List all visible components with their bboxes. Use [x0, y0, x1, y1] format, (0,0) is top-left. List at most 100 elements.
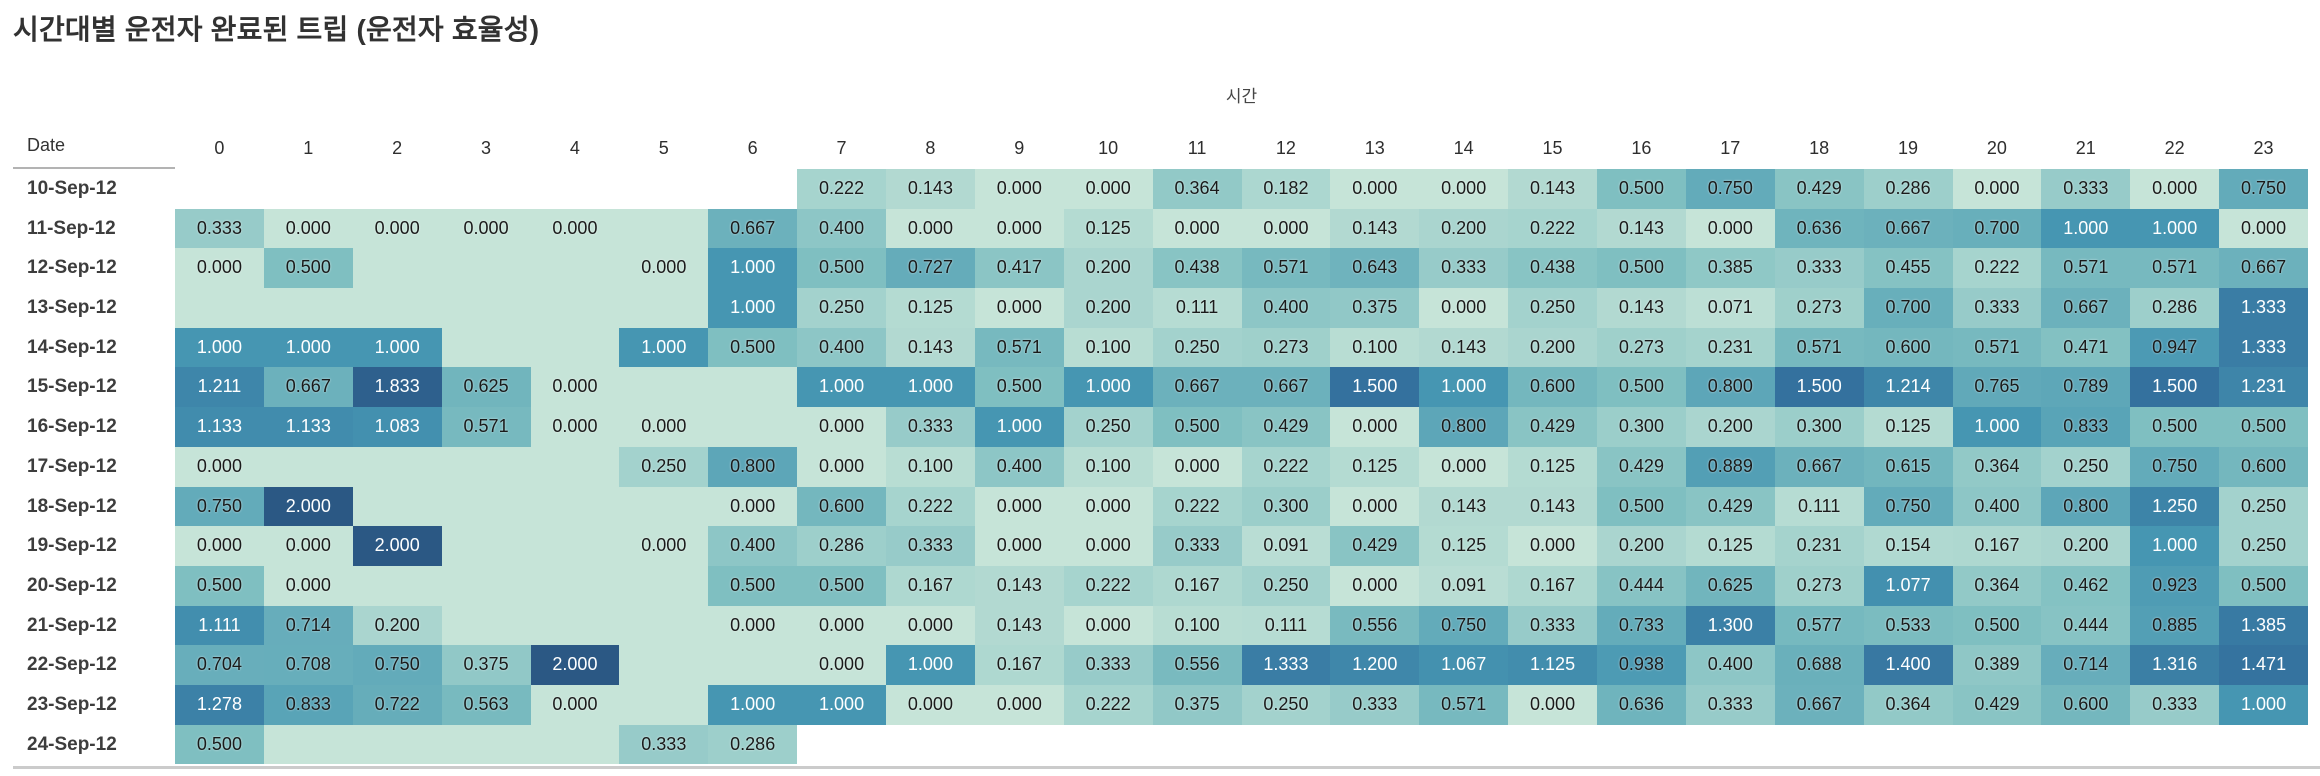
heatmap-cell[interactable]: 0.500: [797, 565, 886, 606]
heatmap-cell[interactable]: 0.333: [1063, 645, 1153, 685]
heatmap-cell[interactable]: 0.143: [1508, 169, 1597, 209]
heatmap-cell[interactable]: 0.429: [1330, 526, 1420, 566]
heatmap-cell[interactable]: 0.800: [708, 446, 798, 487]
heatmap-cell[interactable]: 0.625: [1685, 565, 1775, 606]
heatmap-cell[interactable]: 0.500: [1597, 248, 1686, 289]
heatmap-cell[interactable]: 0.000: [974, 526, 1064, 566]
heatmap-cell[interactable]: 0.286: [708, 724, 798, 765]
heatmap-cell[interactable]: 0.708: [263, 645, 353, 685]
heatmap-cell[interactable]: 0.000: [1685, 208, 1775, 249]
heatmap-cell[interactable]: [530, 327, 620, 368]
heatmap-cell[interactable]: [619, 208, 709, 249]
heatmap-cell[interactable]: 0.000: [886, 684, 975, 725]
heatmap-cell[interactable]: 0.938: [1597, 645, 1686, 685]
column-header-13[interactable]: 13: [1364, 138, 1385, 158]
heatmap-cell[interactable]: 0.000: [1419, 446, 1509, 487]
heatmap-cell[interactable]: 0.333: [1508, 605, 1597, 646]
heatmap-cell[interactable]: 0.000: [263, 565, 353, 606]
heatmap-cell[interactable]: 0.688: [1774, 645, 1864, 685]
heatmap-cell[interactable]: 0.000: [175, 248, 264, 289]
heatmap-cell[interactable]: 2.000: [263, 486, 353, 527]
row-label[interactable]: 24-Sep-12: [27, 733, 117, 755]
heatmap-cell[interactable]: 1.316: [2130, 645, 2220, 685]
heatmap-cell[interactable]: 1.000: [175, 327, 264, 368]
heatmap-cell[interactable]: 0.143: [974, 605, 1064, 646]
heatmap-cell[interactable]: [175, 288, 264, 328]
heatmap-cell[interactable]: 0.571: [1241, 248, 1331, 289]
heatmap-cell[interactable]: 1.133: [175, 407, 264, 447]
heatmap-cell[interactable]: 0.333: [619, 724, 709, 765]
heatmap-cell[interactable]: [619, 684, 709, 725]
heatmap-cell[interactable]: 0.250: [797, 288, 886, 328]
heatmap-cell[interactable]: 0.750: [1419, 605, 1509, 646]
heatmap-cell[interactable]: 0.000: [708, 486, 798, 527]
heatmap-cell[interactable]: 1.000: [886, 367, 975, 408]
heatmap-cell[interactable]: 0.273: [1597, 327, 1686, 368]
heatmap-cell[interactable]: 1.125: [1508, 645, 1597, 685]
column-header-21[interactable]: 21: [2075, 138, 2096, 158]
row-label[interactable]: 22-Sep-12: [27, 654, 117, 676]
heatmap-cell[interactable]: [530, 446, 620, 487]
heatmap-cell[interactable]: 0.000: [619, 248, 709, 289]
row-label[interactable]: 13-Sep-12: [27, 297, 117, 319]
heatmap-cell[interactable]: 1.200: [1330, 645, 1420, 685]
heatmap-cell[interactable]: [352, 565, 442, 606]
heatmap-cell[interactable]: 0.000: [1152, 446, 1242, 487]
heatmap-cell[interactable]: 0.500: [708, 565, 798, 606]
heatmap-cell[interactable]: [441, 248, 531, 289]
heatmap-cell[interactable]: 0.333: [1152, 526, 1242, 566]
heatmap-cell[interactable]: 0.429: [1508, 407, 1597, 447]
row-label[interactable]: 16-Sep-12: [27, 416, 117, 438]
heatmap-cell[interactable]: [708, 407, 798, 447]
heatmap-cell[interactable]: 0.462: [2041, 565, 2131, 606]
row-label[interactable]: 21-Sep-12: [27, 614, 117, 636]
heatmap-cell[interactable]: 0.286: [797, 526, 886, 566]
heatmap-cell[interactable]: 0.750: [1863, 486, 1953, 527]
heatmap-cell[interactable]: 0.500: [1597, 169, 1686, 209]
heatmap-cell[interactable]: 0.429: [1241, 407, 1331, 447]
heatmap-cell[interactable]: 1.000: [2130, 208, 2220, 249]
heatmap-cell[interactable]: [263, 446, 353, 487]
heatmap-cell[interactable]: [530, 724, 620, 765]
heatmap-cell[interactable]: [619, 565, 709, 606]
heatmap-cell[interactable]: 0.125: [1063, 208, 1153, 249]
heatmap-cell[interactable]: 0.885: [2130, 605, 2220, 646]
heatmap-cell[interactable]: 0.143: [1330, 208, 1420, 249]
heatmap-cell[interactable]: 0.500: [1597, 367, 1686, 408]
heatmap-cell[interactable]: 0.125: [1863, 407, 1953, 447]
heatmap-cell[interactable]: [352, 248, 442, 289]
heatmap-cell[interactable]: 0.222: [1952, 248, 2042, 289]
heatmap-cell[interactable]: 0.222: [1063, 565, 1153, 606]
heatmap-cell[interactable]: 0.438: [1152, 248, 1242, 289]
heatmap-cell[interactable]: 0.000: [619, 407, 709, 447]
heatmap-cell[interactable]: 0.000: [619, 526, 709, 566]
heatmap-cell[interactable]: 1.077: [1863, 565, 1953, 606]
heatmap-cell[interactable]: [619, 605, 709, 646]
column-header-15[interactable]: 15: [1542, 138, 1563, 158]
heatmap-cell[interactable]: 1.333: [2219, 288, 2308, 328]
row-label[interactable]: 15-Sep-12: [27, 376, 117, 398]
heatmap-cell[interactable]: 0.286: [2130, 288, 2220, 328]
heatmap-cell[interactable]: 1.833: [352, 367, 442, 408]
heatmap-cell[interactable]: 0.667: [1774, 684, 1864, 725]
heatmap-cell[interactable]: 0.571: [2041, 248, 2131, 289]
heatmap-cell[interactable]: 0.500: [175, 565, 264, 606]
heatmap-cell[interactable]: 0.167: [974, 645, 1064, 685]
column-header-1[interactable]: 1: [303, 138, 314, 158]
heatmap-cell[interactable]: 0.400: [1952, 486, 2042, 527]
row-label[interactable]: 14-Sep-12: [27, 336, 117, 358]
heatmap-cell[interactable]: 0.000: [263, 208, 353, 249]
heatmap-cell[interactable]: 0.429: [1685, 486, 1775, 527]
heatmap-cell[interactable]: 1.000: [2041, 208, 2131, 249]
heatmap-cell[interactable]: [530, 248, 620, 289]
heatmap-cell[interactable]: 0.250: [1063, 407, 1153, 447]
heatmap-cell[interactable]: 1.211: [175, 367, 264, 408]
heatmap-cell[interactable]: 0.000: [974, 208, 1064, 249]
heatmap-cell[interactable]: [441, 327, 531, 368]
heatmap-cell[interactable]: 0.571: [2130, 248, 2220, 289]
heatmap-cell[interactable]: 0.125: [1419, 526, 1509, 566]
heatmap-cell[interactable]: 0.125: [1508, 446, 1597, 487]
heatmap-cell[interactable]: 0.750: [2130, 446, 2220, 487]
heatmap-cell[interactable]: 0.250: [1241, 684, 1331, 725]
heatmap-cell[interactable]: 1.000: [1419, 367, 1509, 408]
